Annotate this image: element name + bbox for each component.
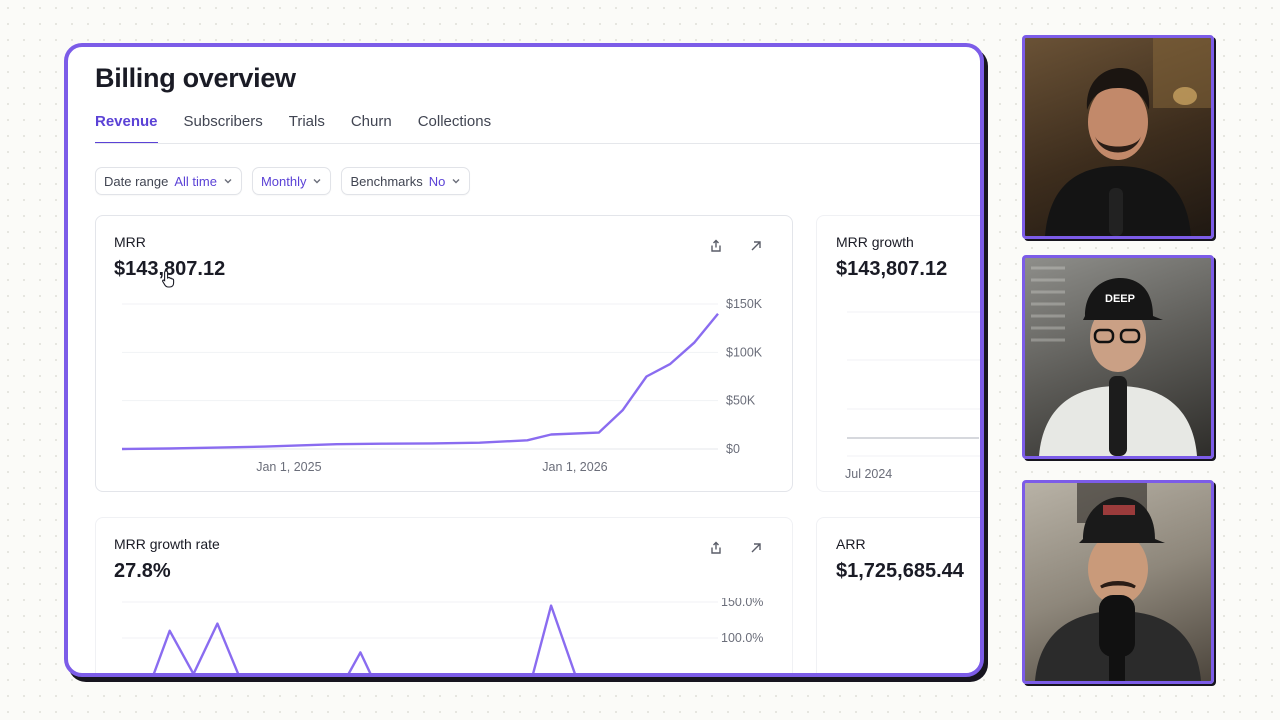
person-icon <box>1035 483 1201 681</box>
date-range-label: Date range <box>104 173 169 189</box>
date-range-filter[interactable]: Date range All time <box>95 167 242 195</box>
interval-value: Monthly <box>260 173 307 189</box>
benchmarks-value: No <box>428 173 446 189</box>
person-icon <box>1045 38 1211 236</box>
mrr-growth-rate-chart: 150.0% 100.0% <box>122 598 763 673</box>
tab-collections[interactable]: Collections <box>417 113 492 130</box>
billing-overview-window: Billing overview Revenue Subscribers Tri… <box>64 43 984 677</box>
mrr-growth-rate-card[interactable]: MRR growth rate 27.8% 150.0% 100.0% <box>95 517 793 673</box>
growth-rate-series-line <box>152 604 576 673</box>
y-tick-label: $50K <box>726 394 756 408</box>
x-tick-label: Jan 1, 2025 <box>256 460 321 474</box>
tab-subscribers[interactable]: Subscribers <box>183 113 263 130</box>
tab-bar: Revenue Subscribers Trials Churn Collect… <box>95 112 491 144</box>
mrr-card[interactable]: MRR $143,807.12 $0 $50K $100K $150K Jan 1, 2… <box>95 215 793 492</box>
chevron-down-icon <box>313 179 321 184</box>
webcam-participant-2: DEEP <box>1022 255 1214 459</box>
mrr-growth-rate-title: MRR growth rate <box>114 536 220 552</box>
mrr-value: $143,807.12 <box>114 258 226 280</box>
growth-rate-card-actions <box>706 538 766 558</box>
mrr-line-chart: $0 $50K $100K $150K Jan 1, 2025 Jan 1, 2026 <box>121 297 763 474</box>
date-range-value: All time <box>174 173 217 189</box>
mrr-growth-card[interactable]: MRR growth $143,807.12 Jul 2024 <box>816 215 980 492</box>
mrr-growth-rate-value: 27.8% <box>114 560 171 582</box>
y-tick-label: 150.0% <box>721 598 763 609</box>
share-icon[interactable] <box>706 236 726 256</box>
arr-card[interactable]: ARR $1,725,685.44 <box>816 517 980 673</box>
y-tick-label: $0 <box>726 442 740 456</box>
expand-arrow-icon[interactable] <box>746 236 766 256</box>
tab-revenue[interactable]: Revenue <box>95 112 158 144</box>
filter-bar: Date range All time Monthly Benchmarks N… <box>95 167 471 195</box>
expand-arrow-icon[interactable] <box>746 538 766 558</box>
hand-cursor-icon <box>162 270 175 288</box>
y-tick-label: $100K <box>726 345 763 359</box>
mrr-card-actions <box>706 236 766 256</box>
x-tick-label: Jul 2024 <box>845 467 892 481</box>
interval-filter[interactable]: Monthly <box>251 167 332 195</box>
mrr-title: MRR <box>114 234 146 250</box>
mrr-growth-title: MRR growth <box>836 234 914 250</box>
cap-logo-icon: DEEP <box>1105 293 1135 305</box>
mrr-growth-value: $143,807.12 <box>836 258 948 280</box>
arr-title: ARR <box>836 536 866 552</box>
tab-churn[interactable]: Churn <box>350 113 392 130</box>
y-tick-label: $150K <box>726 297 763 311</box>
arr-value: $1,725,685.44 <box>836 560 964 582</box>
mrr-series-line <box>121 312 719 451</box>
benchmarks-filter[interactable]: Benchmarks No <box>341 167 471 195</box>
y-tick-label: 100.0% <box>721 631 763 645</box>
benchmarks-label: Benchmarks <box>350 173 423 189</box>
chevron-down-icon <box>452 179 460 184</box>
share-icon[interactable] <box>706 538 726 558</box>
mrr-growth-chart: Jul 2024 <box>845 311 980 481</box>
webcam-participant-1 <box>1022 35 1214 239</box>
page-title: Billing overview <box>95 63 296 93</box>
x-tick-label: Jan 1, 2026 <box>542 460 607 474</box>
tab-trials[interactable]: Trials <box>288 113 325 130</box>
webcam-participant-3 <box>1022 480 1214 684</box>
person-icon: DEEP <box>1031 266 1197 456</box>
tabs-divider <box>95 143 980 144</box>
chevron-down-icon <box>224 179 232 184</box>
